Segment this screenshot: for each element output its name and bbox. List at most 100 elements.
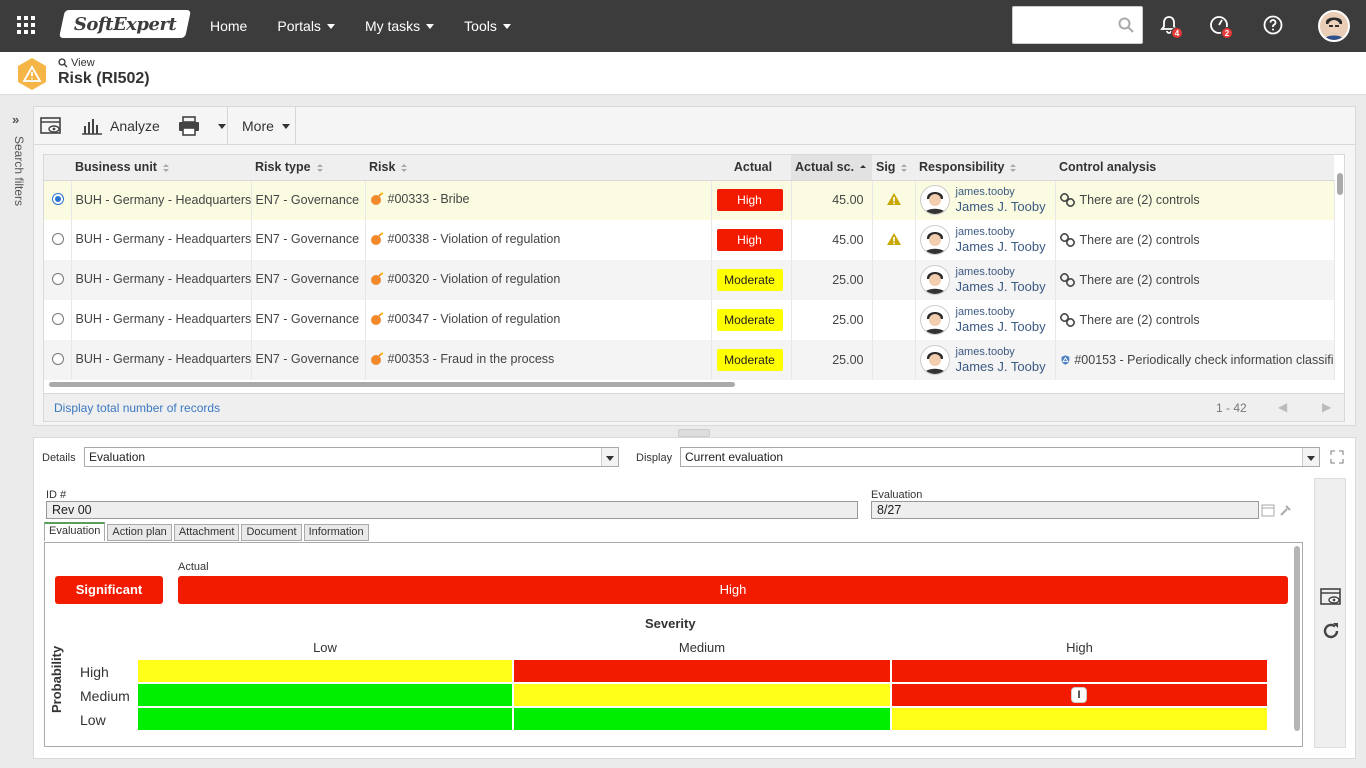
sort-icon bbox=[316, 164, 323, 173]
view-window-icon[interactable] bbox=[1320, 587, 1342, 607]
matrix-cell-low-low bbox=[138, 708, 512, 730]
print-button[interactable] bbox=[178, 107, 226, 145]
search-filters-toggle[interactable]: » Search filters bbox=[0, 106, 33, 226]
vertical-scrollbar[interactable] bbox=[1337, 173, 1343, 195]
gauge-icon[interactable] bbox=[1208, 14, 1230, 36]
user-avatar[interactable] bbox=[1318, 10, 1350, 42]
significance-badge: Significant bbox=[55, 576, 163, 604]
column-header-risk-type[interactable]: Risk type bbox=[251, 155, 365, 181]
more-button[interactable]: More bbox=[242, 107, 290, 145]
column-header-actual-score[interactable]: Actual sc. bbox=[791, 155, 872, 181]
tab-attachment[interactable]: Attachment bbox=[173, 524, 240, 541]
prev-page-icon[interactable]: ◀ bbox=[1278, 400, 1288, 414]
responsible-name[interactable]: James J. Tooby bbox=[955, 198, 1046, 214]
evaluation-date-field[interactable]: 8/27 bbox=[871, 501, 1259, 519]
link-chain-icon bbox=[1059, 232, 1075, 248]
horizontal-scrollbar[interactable] bbox=[49, 382, 735, 387]
panel-splitter[interactable] bbox=[678, 429, 710, 437]
next-page-icon[interactable]: ▶ bbox=[1322, 400, 1332, 414]
evaluation-scrollbar[interactable] bbox=[1294, 546, 1300, 731]
view-link[interactable]: View bbox=[58, 57, 95, 69]
row-select-cell[interactable] bbox=[44, 260, 72, 300]
column-header-responsibility[interactable]: Responsibility bbox=[915, 155, 1055, 181]
view-record-button[interactable] bbox=[40, 107, 62, 145]
sig-cell bbox=[872, 340, 916, 380]
probability-high-label: High bbox=[80, 664, 109, 680]
printer-icon bbox=[179, 116, 199, 136]
evaluation-date-label: Evaluation bbox=[871, 489, 923, 501]
risk-type-cell: EN7 - Governance bbox=[251, 300, 366, 340]
tab-action-plan[interactable]: Action plan bbox=[107, 524, 172, 541]
severity-medium-label: Medium bbox=[678, 640, 726, 655]
responsible-avatar bbox=[919, 185, 950, 216]
analyze-button[interactable]: Analyze bbox=[82, 107, 160, 145]
row-select-cell[interactable] bbox=[44, 340, 72, 380]
nav-portals[interactable]: Portals bbox=[277, 18, 335, 34]
table-row[interactable]: BUH - Germany - Headquarters EN7 - Govern… bbox=[44, 300, 1335, 340]
bomb-icon bbox=[370, 311, 383, 325]
actual-score-cell: 45.00 bbox=[791, 220, 873, 260]
current-evaluation-marker[interactable]: I bbox=[1071, 687, 1087, 703]
responsible-name[interactable]: James J. Tooby bbox=[955, 238, 1046, 254]
bell-icon[interactable] bbox=[1158, 14, 1180, 36]
softexpert-logo[interactable]: SoftExpert bbox=[59, 10, 191, 38]
details-select[interactable]: Evaluation bbox=[84, 447, 619, 467]
actual-level-bar: High bbox=[178, 576, 1288, 604]
nav-my-tasks[interactable]: My tasks bbox=[365, 18, 435, 34]
row-select-cell[interactable] bbox=[44, 220, 72, 260]
search-input[interactable] bbox=[1013, 7, 1113, 43]
table-row[interactable]: BUH - Germany - Headquarters EN7 - Govern… bbox=[44, 220, 1335, 260]
row-select-cell[interactable] bbox=[44, 300, 72, 340]
sig-cell bbox=[872, 260, 916, 300]
calendar-icon[interactable] bbox=[1261, 503, 1275, 517]
responsible-name[interactable]: James J. Tooby bbox=[955, 358, 1046, 374]
display-select[interactable]: Current evaluation bbox=[680, 447, 1320, 467]
matrix-cell-high-low bbox=[138, 660, 512, 682]
column-header-sig[interactable]: Sig bbox=[872, 155, 915, 181]
display-total-records-link[interactable]: Display total number of records bbox=[54, 401, 221, 415]
row-radio[interactable] bbox=[52, 312, 64, 325]
apps-grid-icon[interactable] bbox=[17, 16, 35, 34]
actual-level-cell: Moderate bbox=[711, 300, 792, 340]
column-header-actual[interactable]: Actual bbox=[711, 155, 791, 181]
main-nav: Home Portals My tasks Tools bbox=[210, 0, 541, 52]
risk-cell: #00333 - Bribe bbox=[365, 180, 712, 220]
chevron-down-icon bbox=[218, 123, 226, 129]
row-radio[interactable] bbox=[52, 192, 64, 205]
actual-level-cell: High bbox=[711, 180, 792, 220]
sig-cell bbox=[872, 180, 916, 220]
responsible-name[interactable]: James J. Tooby bbox=[955, 278, 1046, 294]
nav-tools[interactable]: Tools bbox=[464, 18, 511, 34]
help-icon[interactable] bbox=[1262, 14, 1284, 36]
actual-score-cell: 45.00 bbox=[791, 180, 873, 220]
warning-triangle-icon bbox=[886, 192, 901, 205]
responsible-name[interactable]: James J. Tooby bbox=[955, 318, 1046, 334]
tab-information[interactable]: Information bbox=[303, 524, 369, 541]
table-row[interactable]: BUH - Germany - Headquarters EN7 - Govern… bbox=[44, 340, 1335, 380]
row-radio[interactable] bbox=[52, 272, 64, 285]
column-header-control-analysis[interactable]: Control analysis bbox=[1055, 155, 1334, 181]
column-header-risk[interactable]: Risk bbox=[365, 155, 711, 181]
clear-date-icon[interactable] bbox=[1279, 503, 1293, 517]
row-radio[interactable] bbox=[52, 232, 64, 245]
table-row[interactable]: BUH - Germany - Headquarters EN7 - Govern… bbox=[44, 260, 1335, 300]
actual-level-cell: Moderate bbox=[711, 260, 792, 300]
table-header-row: Business unit Risk type Risk Actual Actu… bbox=[44, 155, 1334, 181]
nav-home[interactable]: Home bbox=[210, 18, 248, 34]
table-row[interactable]: BUH - Germany - Headquarters EN7 - Govern… bbox=[44, 180, 1335, 220]
details-label: Details bbox=[42, 452, 76, 464]
control-analysis-cell: #00153 - Periodically check information … bbox=[1055, 340, 1335, 380]
column-header-business-unit[interactable]: Business unit bbox=[71, 155, 251, 181]
refresh-icon[interactable] bbox=[1321, 621, 1341, 641]
responsibility-cell: james.tooby James J. Tooby bbox=[915, 300, 1056, 340]
matrix-cell-low-medium bbox=[514, 708, 890, 730]
search-icon[interactable] bbox=[1118, 17, 1134, 33]
row-radio[interactable] bbox=[52, 352, 64, 365]
expand-icon[interactable] bbox=[1330, 450, 1344, 464]
record-range: 1 - 42 bbox=[1216, 401, 1247, 415]
actual-level-badge: High bbox=[716, 229, 783, 251]
tab-document[interactable]: Document bbox=[241, 524, 302, 541]
id-field[interactable]: Rev 00 bbox=[46, 501, 858, 519]
tab-evaluation[interactable]: Evaluation bbox=[44, 522, 106, 541]
row-select-cell[interactable] bbox=[44, 180, 72, 220]
